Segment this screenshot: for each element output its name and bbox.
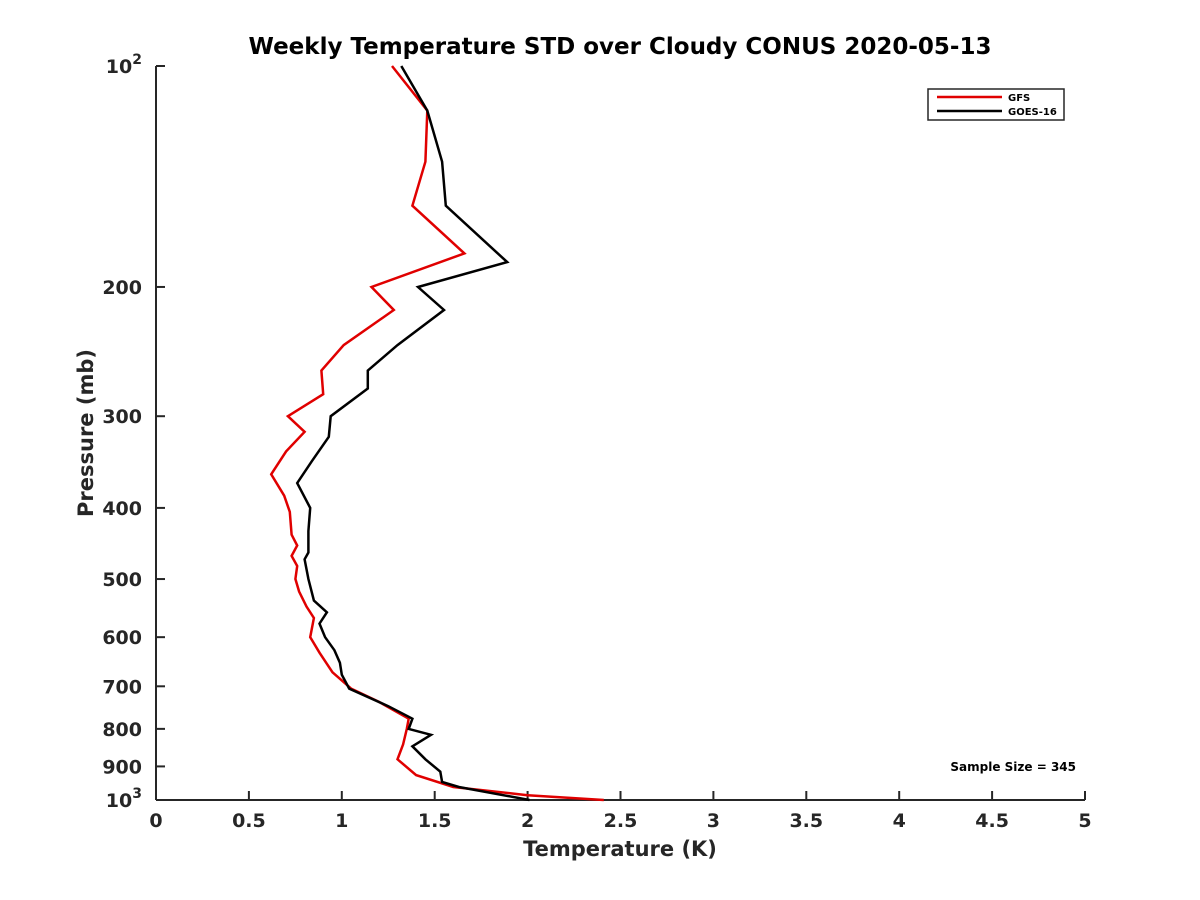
y-tick-label: 103 <box>106 786 142 812</box>
legend-box <box>927 88 1065 121</box>
sample-size-annotation: Sample Size = 345 <box>950 760 1076 774</box>
x-tick-label: 2 <box>521 810 534 832</box>
y-tick-label: 400 <box>102 498 142 520</box>
y-tick-label: 900 <box>102 756 142 778</box>
x-tick-label: 5 <box>1078 810 1091 832</box>
y-tick-label: 800 <box>102 719 142 741</box>
chart-title: Weekly Temperature STD over Cloudy CONUS… <box>249 34 992 60</box>
series-layer <box>269 65 604 802</box>
legend: GFS GOES-16 <box>927 88 1065 121</box>
series-line-gfs <box>269 65 604 802</box>
y-axis-title: Pressure (mb) <box>74 349 98 517</box>
series-line-goes-16 <box>295 65 530 802</box>
y-tick-label: 102 <box>106 52 142 78</box>
y-tick-label: 200 <box>102 277 142 299</box>
x-tick-label: 1.5 <box>418 810 452 832</box>
x-tick-label: 3.5 <box>789 810 823 832</box>
x-tick-label: 3 <box>707 810 720 832</box>
y-tick-label-exponent: 2 <box>132 52 142 68</box>
y-tick-label: 300 <box>102 406 142 428</box>
x-tick-label: 2.5 <box>604 810 638 832</box>
y-tick-label: 700 <box>102 676 142 698</box>
y-tick-label-base: 10 <box>106 790 132 812</box>
y-tick-label: 600 <box>102 627 142 649</box>
y-tick-label-exponent: 3 <box>132 786 142 802</box>
y-tick-label: 500 <box>102 569 142 591</box>
y-tick-label-base: 10 <box>106 56 132 78</box>
x-tick-label: 1 <box>335 810 348 832</box>
legend-label-gfs: GFS <box>1008 93 1030 104</box>
x-tick-label: 4 <box>893 810 906 832</box>
x-tick-label: 0.5 <box>232 810 266 832</box>
ticks: 0 0.5 1 1.5 2 2.5 3 3.5 4 4.5 51022003004005006007… <box>102 52 1091 832</box>
x-tick-label: 0 <box>149 810 162 832</box>
legend-label-goes-16: GOES-16 <box>1008 107 1057 118</box>
x-tick-label: 4.5 <box>975 810 1009 832</box>
x-axis-title: Temperature (K) <box>523 837 717 861</box>
